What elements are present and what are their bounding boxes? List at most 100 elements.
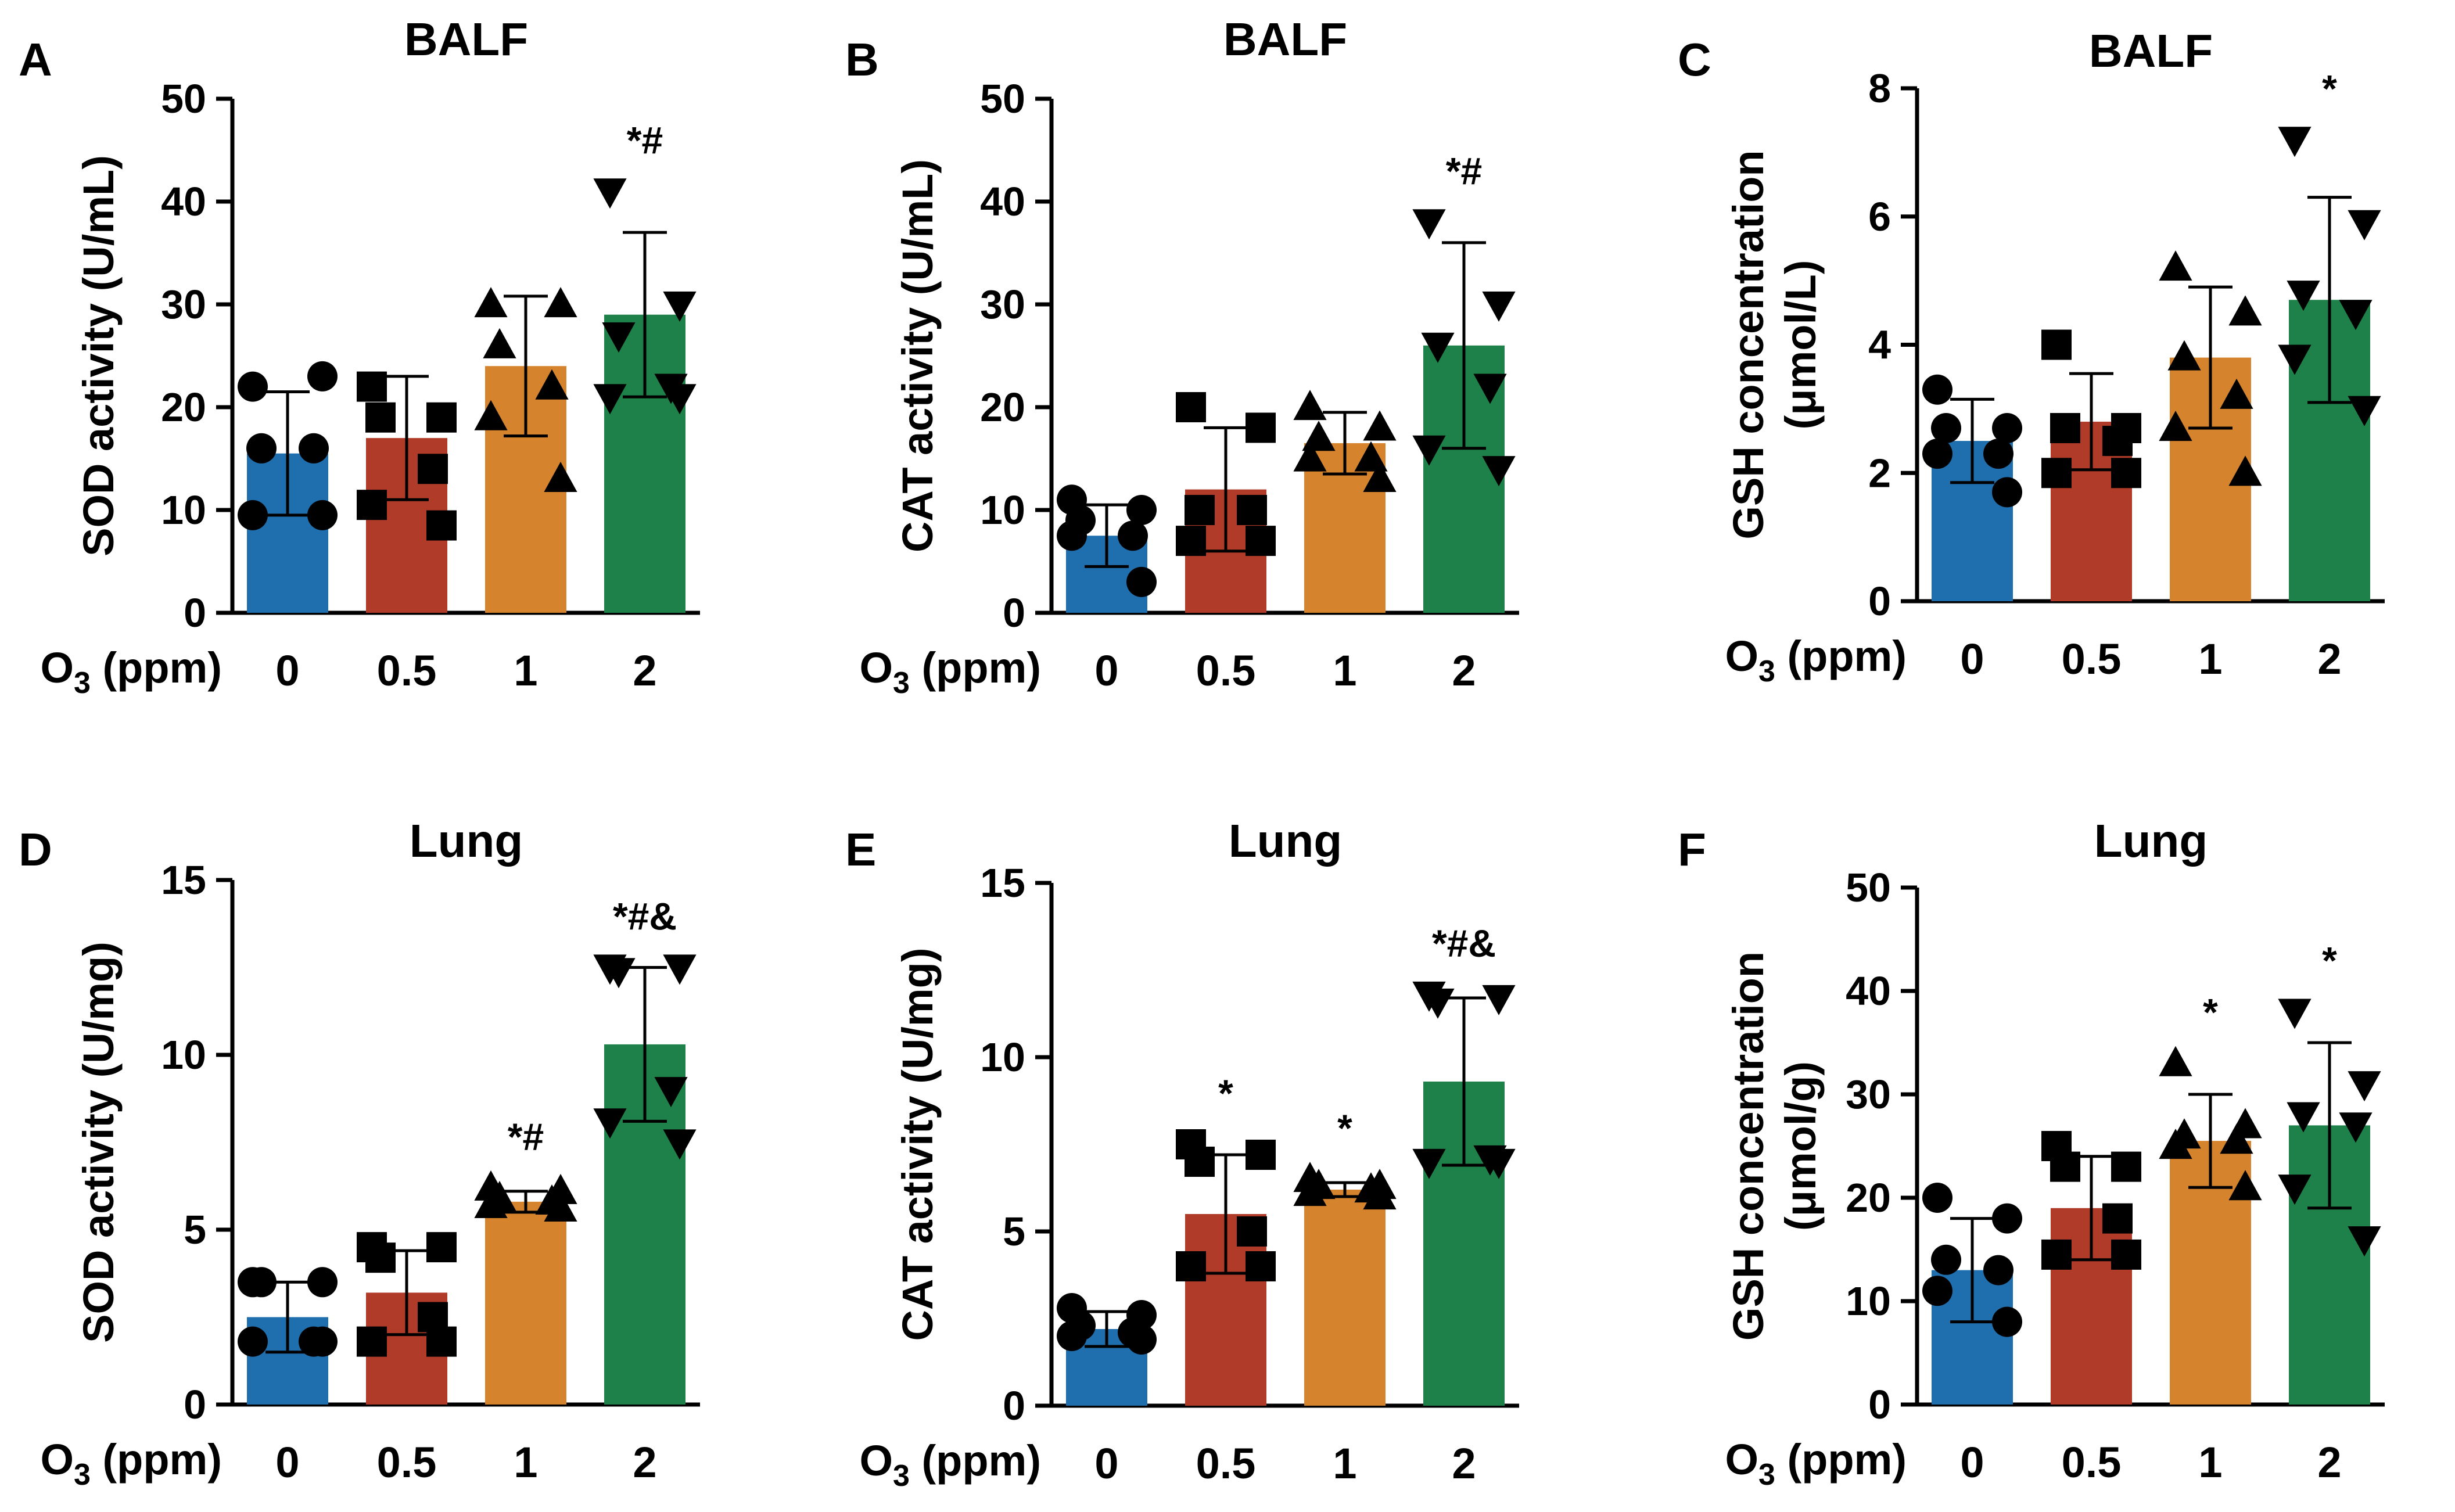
data-point bbox=[1482, 985, 1516, 1015]
data-point bbox=[307, 500, 338, 530]
y-tick-label: 30 bbox=[980, 282, 1025, 327]
data-point bbox=[544, 1191, 577, 1222]
data-point bbox=[2111, 458, 2141, 489]
x-tick-label: 0.5 bbox=[2062, 635, 2122, 683]
data-point bbox=[1118, 520, 1148, 551]
data-point bbox=[593, 178, 627, 209]
data-point bbox=[1246, 526, 1276, 556]
data-point bbox=[1421, 332, 1455, 363]
data-point bbox=[1237, 495, 1267, 525]
data-point bbox=[544, 287, 577, 318]
panel-letter: D bbox=[19, 824, 52, 875]
data-point bbox=[307, 1267, 338, 1298]
data-point bbox=[2228, 1170, 2262, 1201]
x-tick-label: 0 bbox=[275, 647, 299, 695]
data-point bbox=[2041, 329, 2072, 360]
data-point bbox=[1176, 1251, 1206, 1281]
data-point bbox=[246, 433, 277, 464]
y-tick-label: 50 bbox=[161, 76, 206, 121]
data-point bbox=[602, 322, 636, 353]
data-point bbox=[365, 1242, 396, 1273]
data-point bbox=[483, 328, 516, 358]
x-tick-label: 2 bbox=[1452, 647, 1476, 695]
data-point bbox=[1293, 1176, 1327, 1206]
x-tick-label: 0.5 bbox=[1196, 1439, 1256, 1488]
data-point bbox=[1302, 421, 1336, 451]
data-point bbox=[1412, 435, 1446, 466]
data-point bbox=[1185, 495, 1215, 525]
y-tick-label: 20 bbox=[980, 385, 1025, 430]
y-tick-label: 0 bbox=[1003, 590, 1025, 635]
data-point bbox=[1363, 1179, 1397, 1210]
data-point bbox=[426, 1326, 457, 1357]
y-axis-label-unit: (μmol/g) bbox=[1776, 1061, 1825, 1231]
x-tick-label: 1 bbox=[514, 1438, 537, 1486]
data-point bbox=[426, 1232, 457, 1263]
panel-title: Lung bbox=[1229, 815, 1342, 867]
data-point bbox=[1482, 1148, 1516, 1179]
data-point bbox=[2278, 127, 2312, 157]
panel-d: D Lung 0 5 10 15 SOD activity (U/mg) O3 (ppm) 0 0… bbox=[19, 815, 700, 1492]
x-tick-label: 0 bbox=[1960, 1438, 1984, 1486]
data-point bbox=[2348, 210, 2381, 240]
data-point bbox=[307, 1326, 338, 1357]
panel-letter: B bbox=[845, 34, 879, 85]
y-tick-label: 0 bbox=[1868, 579, 1891, 624]
x-axis-label: O3 (ppm) bbox=[859, 644, 1041, 700]
data-point bbox=[1246, 1251, 1276, 1281]
data-point bbox=[246, 1267, 277, 1298]
bar-1 bbox=[485, 1201, 566, 1405]
data-point bbox=[1992, 412, 2022, 443]
data-point bbox=[426, 402, 457, 433]
data-point bbox=[307, 361, 338, 392]
bar-1 bbox=[1304, 1190, 1386, 1406]
data-point bbox=[1185, 1147, 1215, 1177]
x-axis-label: O3 (ppm) bbox=[859, 1436, 1041, 1493]
y-tick-label: 5 bbox=[184, 1207, 206, 1252]
data-point bbox=[2159, 1046, 2192, 1076]
y-axis-label: GSH concentration bbox=[1724, 951, 1772, 1341]
panel-title: Lung bbox=[410, 815, 523, 867]
x-tick-label: 0 bbox=[1960, 635, 1984, 683]
y-tick-label: 30 bbox=[161, 282, 206, 327]
y-axis-label: GSH concentration bbox=[1724, 150, 1772, 539]
x-tick-label: 1 bbox=[1333, 1439, 1356, 1488]
data-point bbox=[535, 369, 569, 400]
data-point bbox=[2111, 1239, 2141, 1270]
y-tick-label: 2 bbox=[1868, 450, 1891, 495]
data-point bbox=[1293, 390, 1327, 421]
data-point bbox=[1983, 439, 2013, 469]
data-point bbox=[1922, 439, 1952, 469]
data-point bbox=[1482, 456, 1516, 487]
x-axis-label: O3 (ppm) bbox=[1725, 1435, 1907, 1492]
x-tick-label: 1 bbox=[2198, 635, 2222, 683]
x-tick-label: 0.5 bbox=[377, 647, 437, 695]
data-point bbox=[1931, 412, 1961, 443]
x-axis-label: O3 (ppm) bbox=[40, 644, 222, 700]
data-point bbox=[2102, 1203, 2133, 1234]
significance-label: * bbox=[1337, 1107, 1352, 1150]
y-tick-label: 50 bbox=[1846, 865, 1891, 910]
panel-title: BALF bbox=[404, 13, 528, 65]
data-point bbox=[663, 384, 697, 415]
data-point bbox=[2159, 250, 2192, 281]
data-point bbox=[474, 400, 508, 430]
y-tick-label: 40 bbox=[1846, 968, 1891, 1014]
data-point bbox=[1412, 1148, 1446, 1179]
data-point bbox=[426, 510, 457, 541]
x-axis-label: O3 (ppm) bbox=[40, 1435, 222, 1492]
data-point bbox=[357, 490, 387, 520]
data-point bbox=[474, 287, 508, 318]
data-point bbox=[357, 1326, 387, 1357]
data-point bbox=[1922, 1183, 1952, 1213]
y-tick-label: 10 bbox=[161, 487, 206, 533]
y-tick-label: 15 bbox=[161, 857, 206, 903]
data-point bbox=[2278, 999, 2312, 1029]
x-tick-label: 0.5 bbox=[1196, 647, 1256, 695]
data-point bbox=[2339, 300, 2373, 331]
data-point bbox=[2287, 281, 2320, 311]
x-tick-label: 1 bbox=[514, 647, 537, 695]
panel-title: BALF bbox=[1223, 13, 1347, 65]
data-point bbox=[2167, 340, 2201, 371]
panel-letter: A bbox=[19, 34, 52, 85]
